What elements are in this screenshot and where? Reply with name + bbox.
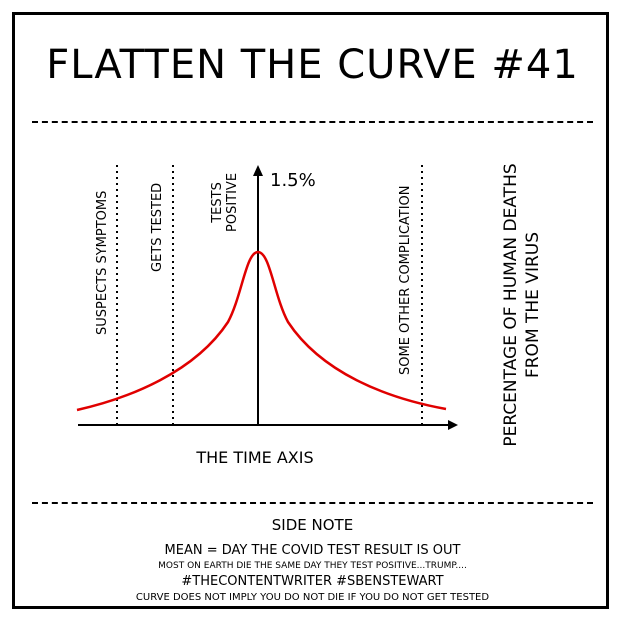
page-title: FLATTEN THE CURVE #41 (46, 42, 579, 88)
side-note-line-4: CURVE DOES NOT IMPLY YOU DO NOT DIE IF Y… (135, 592, 490, 603)
bottom-divider (32, 502, 593, 504)
marker-label-suspects: SUSPECTS SYMPTOMS (95, 190, 110, 335)
x-axis-arrow (448, 420, 458, 430)
side-note-line-1: MEAN = DAY THE COVID TEST RESULT IS OUT (164, 543, 461, 558)
marker-label-tests-positive: TESTS POSITIVE (210, 173, 240, 232)
side-note-title: SIDE NOTE (271, 516, 354, 534)
x-axis-label: THE TIME AXIS (196, 448, 314, 467)
side-note-line-3: #THECONTENTWRITER #SBENSTEWART (181, 574, 444, 589)
y-axis-label-line2: FROM THE VIRUS (523, 231, 543, 379)
y-axis-label: PERCENTAGE OF HUMAN DEATHS FROM THE VIRU… (500, 145, 544, 465)
y-axis-label-line1: PERCENTAGE OF HUMAN DEATHS (501, 163, 521, 447)
side-note-line-2: MOST ON EARTH DIE THE SAME DAY THEY TEST… (158, 561, 467, 571)
top-divider (32, 121, 593, 123)
marker-label-tests: TESTS (210, 182, 225, 223)
peak-label: 1.5% (270, 170, 316, 191)
marker-label-tested: GETS TESTED (150, 182, 165, 272)
y-axis-arrow (253, 165, 263, 176)
death-curve (76, 250, 447, 412)
marker-label-positive: POSITIVE (225, 172, 240, 232)
comic-frame (12, 12, 609, 609)
marker-label-other: SOME OTHER COMPLICATION (398, 185, 413, 375)
